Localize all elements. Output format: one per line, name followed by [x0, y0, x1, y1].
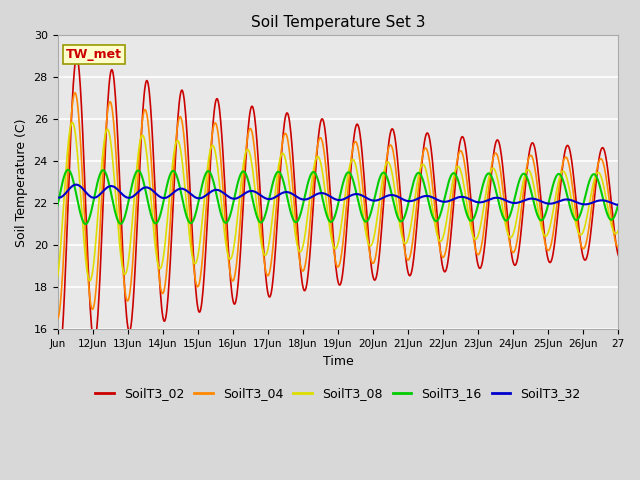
X-axis label: Time: Time — [323, 355, 353, 368]
Text: TW_met: TW_met — [67, 48, 122, 61]
Y-axis label: Soil Temperature (C): Soil Temperature (C) — [15, 118, 28, 247]
Legend: SoilT3_02, SoilT3_04, SoilT3_08, SoilT3_16, SoilT3_32: SoilT3_02, SoilT3_04, SoilT3_08, SoilT3_… — [90, 383, 586, 406]
Title: Soil Temperature Set 3: Soil Temperature Set 3 — [251, 15, 425, 30]
